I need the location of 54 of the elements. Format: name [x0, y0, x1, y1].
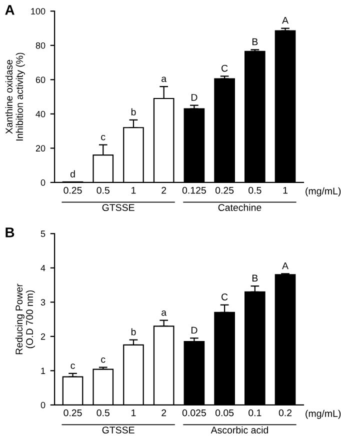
data-label: c [70, 364, 75, 369]
x-tick-label: 2 [162, 186, 166, 194]
data-label: B [252, 38, 258, 46]
data-label: C [222, 294, 228, 300]
y-tick-label: 5 [40, 230, 46, 237]
x-tick-label: 0.5 [96, 186, 110, 194]
data-label: B [252, 274, 258, 282]
y-tick-label: 100 [31, 8, 46, 14]
data-label: A [282, 16, 288, 24]
x-tick-label: 0.2 [278, 409, 292, 416]
chart-title: A [5, 5, 14, 15]
data-label: D [191, 326, 198, 334]
data-label: d [70, 170, 75, 178]
y-tick-label: 20 [36, 145, 46, 152]
y-tick-label: 60 [36, 76, 46, 84]
data-label: a [162, 76, 167, 82]
x-tick-label: 0.5 [96, 409, 110, 416]
data-label: c [101, 134, 106, 140]
x-tick-label: 0.25 [64, 186, 82, 194]
x-tick-label: 1 [132, 409, 136, 416]
y-tick-label: 3 [40, 299, 46, 306]
y-tick-label: 0 [40, 402, 46, 408]
y-tick-label: 0 [40, 179, 46, 186]
x-tick-label: 0.5 [248, 186, 262, 194]
data-label: D [191, 94, 198, 101]
text: Ascorbic acid [210, 426, 268, 434]
y-axis-title: Xanthine oxidase Inhibition activity (%) [5, 52, 25, 140]
x-tick-label: 0.25 [64, 409, 82, 416]
x-tick-label: 0.125 [182, 186, 206, 194]
data-label: C [222, 64, 228, 72]
text: GTSSE [102, 426, 134, 434]
data-label: c [101, 357, 106, 363]
x-tick-label: 0.25 [215, 186, 234, 194]
y-tick-label: 40 [36, 110, 46, 118]
y-tick-label: 1 [41, 368, 46, 374]
text: (mg/mL) [306, 410, 341, 419]
text: Catechine [218, 204, 262, 212]
y-axis-title: Reducing Power (O.D 700 nm) [15, 284, 35, 354]
y-tick-label: 4 [40, 264, 46, 272]
text: (mg/mL) [306, 187, 341, 196]
y-tick-label: 2 [40, 333, 46, 340]
data-label: b [131, 108, 136, 116]
data-label: A [282, 262, 288, 270]
data-label: a [162, 310, 167, 316]
x-tick-label: 1 [132, 186, 136, 194]
text: GTSSE [102, 204, 134, 212]
data-label: b [131, 328, 136, 336]
x-tick-label: 2 [162, 409, 166, 416]
x-tick-label: 1 [283, 186, 288, 194]
x-tick-label: 0.1 [248, 409, 262, 416]
x-tick-label: 0.025 [182, 409, 206, 416]
y-tick-label: 80 [36, 42, 46, 49]
x-tick-label: 0.05 [215, 409, 234, 416]
chart-title: B [6, 228, 14, 238]
